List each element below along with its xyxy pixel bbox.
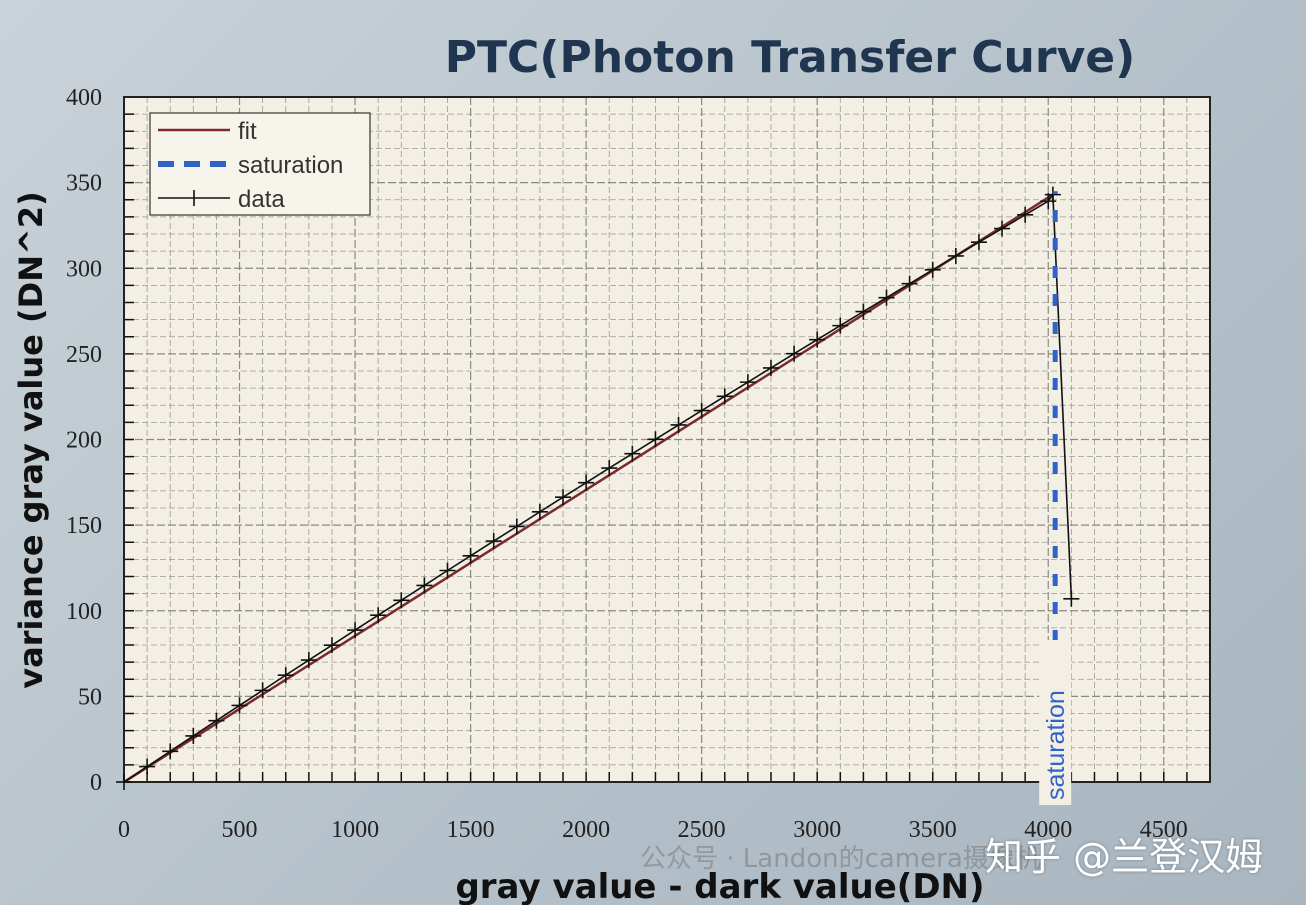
legend [149,112,371,216]
x-tick-label: 1500 [447,817,495,843]
data-point-marker [1017,206,1034,223]
data-point-marker [855,303,872,320]
data-point-marker [739,374,756,391]
data-point-marker [970,234,987,251]
legend-label-fit: fit [238,118,257,145]
data-point-marker [901,275,918,292]
y-tick-label: 50 [78,684,102,710]
data-point-marker [116,774,132,790]
data-point-marker [531,503,548,520]
saturation-annotation: saturation [1042,690,1070,800]
x-tick-label: 3000 [793,817,841,843]
data-point-marker [300,652,317,669]
data-point-marker [762,359,779,376]
x-tick-label: 1000 [331,817,379,843]
data-point-marker [231,697,248,714]
data-point-marker [716,388,733,405]
data-point-marker [693,402,710,419]
data-point-marker [393,592,410,609]
data-point-marker [254,682,271,699]
saturation-label-bg [1039,640,1072,805]
data-point-marker [647,431,664,448]
data-point-marker [139,758,156,775]
data-point-marker [185,727,202,744]
data-point-marker [786,345,803,362]
data-point-marker [878,289,895,306]
y-tick-label: 100 [66,599,102,625]
y-axis-label: variance gray value (DN^2) [12,191,50,688]
data-point-marker [809,331,826,348]
data-point-marker [370,607,387,624]
y-tick-label: 350 [66,171,102,197]
x-tick-label: 4000 [1024,817,1072,843]
fit-line [123,193,1054,784]
data-point-marker [462,547,479,564]
y-tick-label: 400 [66,85,102,111]
data-point-marker [1063,590,1080,607]
data-point-marker [578,474,595,491]
data-point-marker [832,317,849,334]
y-tick-label: 250 [66,342,102,368]
x-tick-label: 0 [118,817,130,843]
data-point-marker [439,562,456,579]
data-point-marker [1044,186,1061,203]
data-point-marker [924,261,941,278]
y-tick-label: 300 [66,256,102,282]
y-tick-label: 150 [66,513,102,539]
x-tick-label: 2000 [562,817,610,843]
legend-label-data: data [238,186,285,213]
wechat-watermark: 公众号 · Landon的camera摄像机 [640,844,1041,874]
data-point-marker [555,489,572,506]
x-tick-label: 500 [222,817,258,843]
x-tick-label: 3500 [909,817,957,843]
data-point-marker [162,743,179,760]
data-point-marker [416,577,433,594]
data-point-marker [347,622,364,639]
data-point-marker [624,445,641,462]
data-point-marker [485,533,502,550]
legend-label-saturation: saturation [238,152,343,179]
x-tick-label: 2500 [678,817,726,843]
x-axis-label: gray value - dark value(DN) [455,867,984,905]
data-point-marker [277,667,294,684]
data-point-marker [601,460,618,477]
data-point-marker [994,220,1011,237]
data-point-marker [670,416,687,433]
plot-frame [123,96,1211,783]
chart-title: PTC(Photon Transfer Curve) [445,32,1135,83]
data-point-marker [323,637,340,654]
data-point-marker [508,518,525,535]
y-tick-label: 200 [66,428,102,454]
data-point-marker [208,712,225,729]
zhihu-watermark: 知乎 @兰登汉姆 [985,835,1264,879]
y-tick-label: 0 [90,770,102,796]
data-point-marker [947,247,964,264]
x-tick-label: 4500 [1140,817,1188,843]
